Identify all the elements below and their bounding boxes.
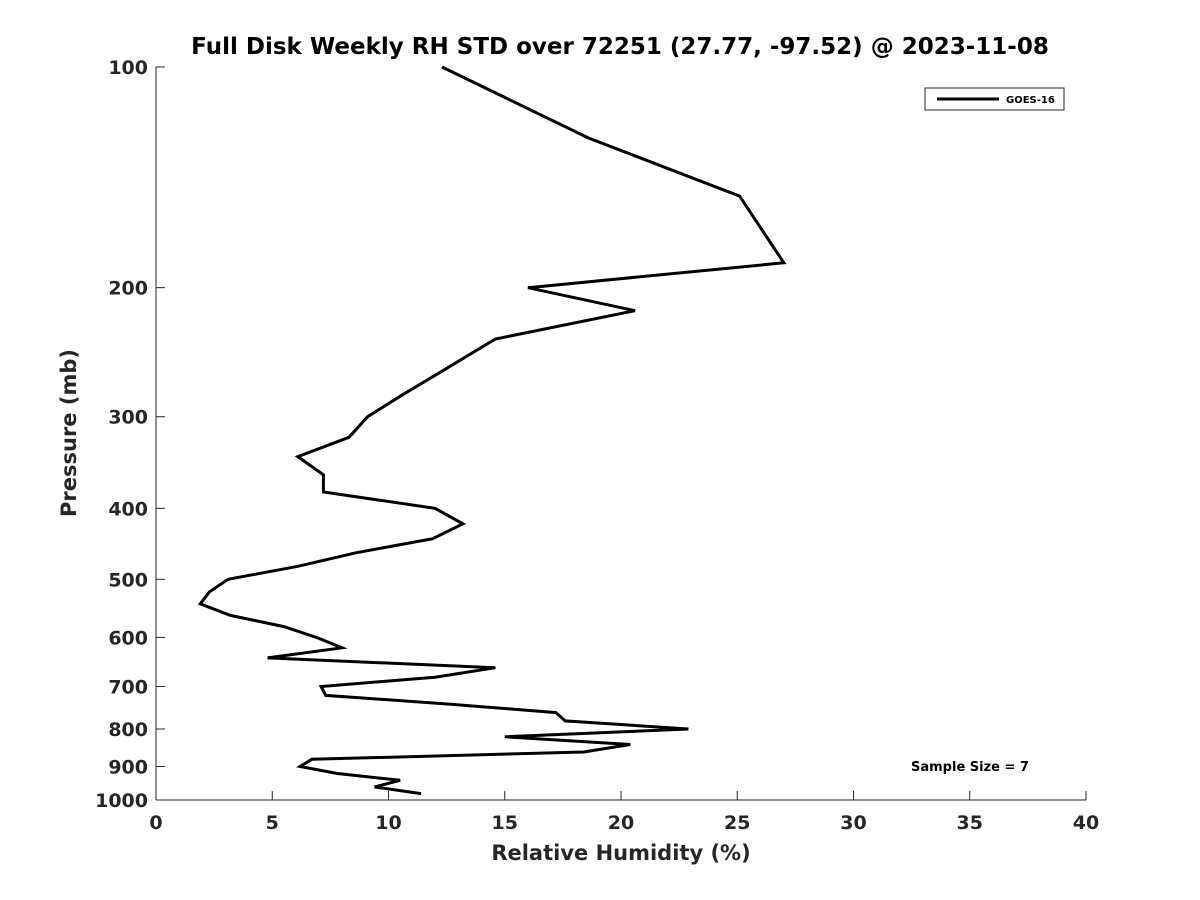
chart-title: Full Disk Weekly RH STD over 72251 (27.7… [191,34,1049,60]
sample-size-annotation: Sample Size = 7 [911,760,1029,775]
x-tick-label: 30 [840,812,866,834]
y-tick-label: 700 [108,676,148,698]
x-tick-label: 5 [266,812,279,834]
x-tick-label: 35 [957,812,983,834]
series-layer [197,65,787,796]
y-tick-label: 800 [108,719,148,741]
y-tick-label: 1000 [95,790,148,812]
y-tick-label: 100 [108,57,148,79]
y-tick-label: 500 [108,569,148,591]
x-tick-label: 40 [1073,812,1099,834]
y-ticks: 100 200 300 400 500 600 700 800 900 1000 [95,57,165,812]
x-tick-label: 0 [149,812,162,834]
legend-entry-goes-16: GOES-16 [1006,95,1055,106]
y-tick-label: 900 [108,756,148,778]
y-axis-label: Pressure (mb) [57,349,81,517]
x-tick-label: 15 [492,812,518,834]
y-tick-label: 400 [108,498,148,520]
y-tick-label: 200 [108,278,148,300]
x-ticks: 0 5 10 15 20 25 30 35 40 [149,791,1099,834]
x-tick-label: 25 [724,812,750,834]
x-tick-label: 20 [608,812,634,834]
legend: GOES-16 [924,87,1065,111]
x-tick-label: 10 [375,812,401,834]
series-line-goes-16 [197,65,787,796]
y-tick-label: 600 [108,627,148,649]
x-axis-label: Relative Humidity (%) [491,841,750,865]
y-tick-label: 300 [108,407,148,429]
